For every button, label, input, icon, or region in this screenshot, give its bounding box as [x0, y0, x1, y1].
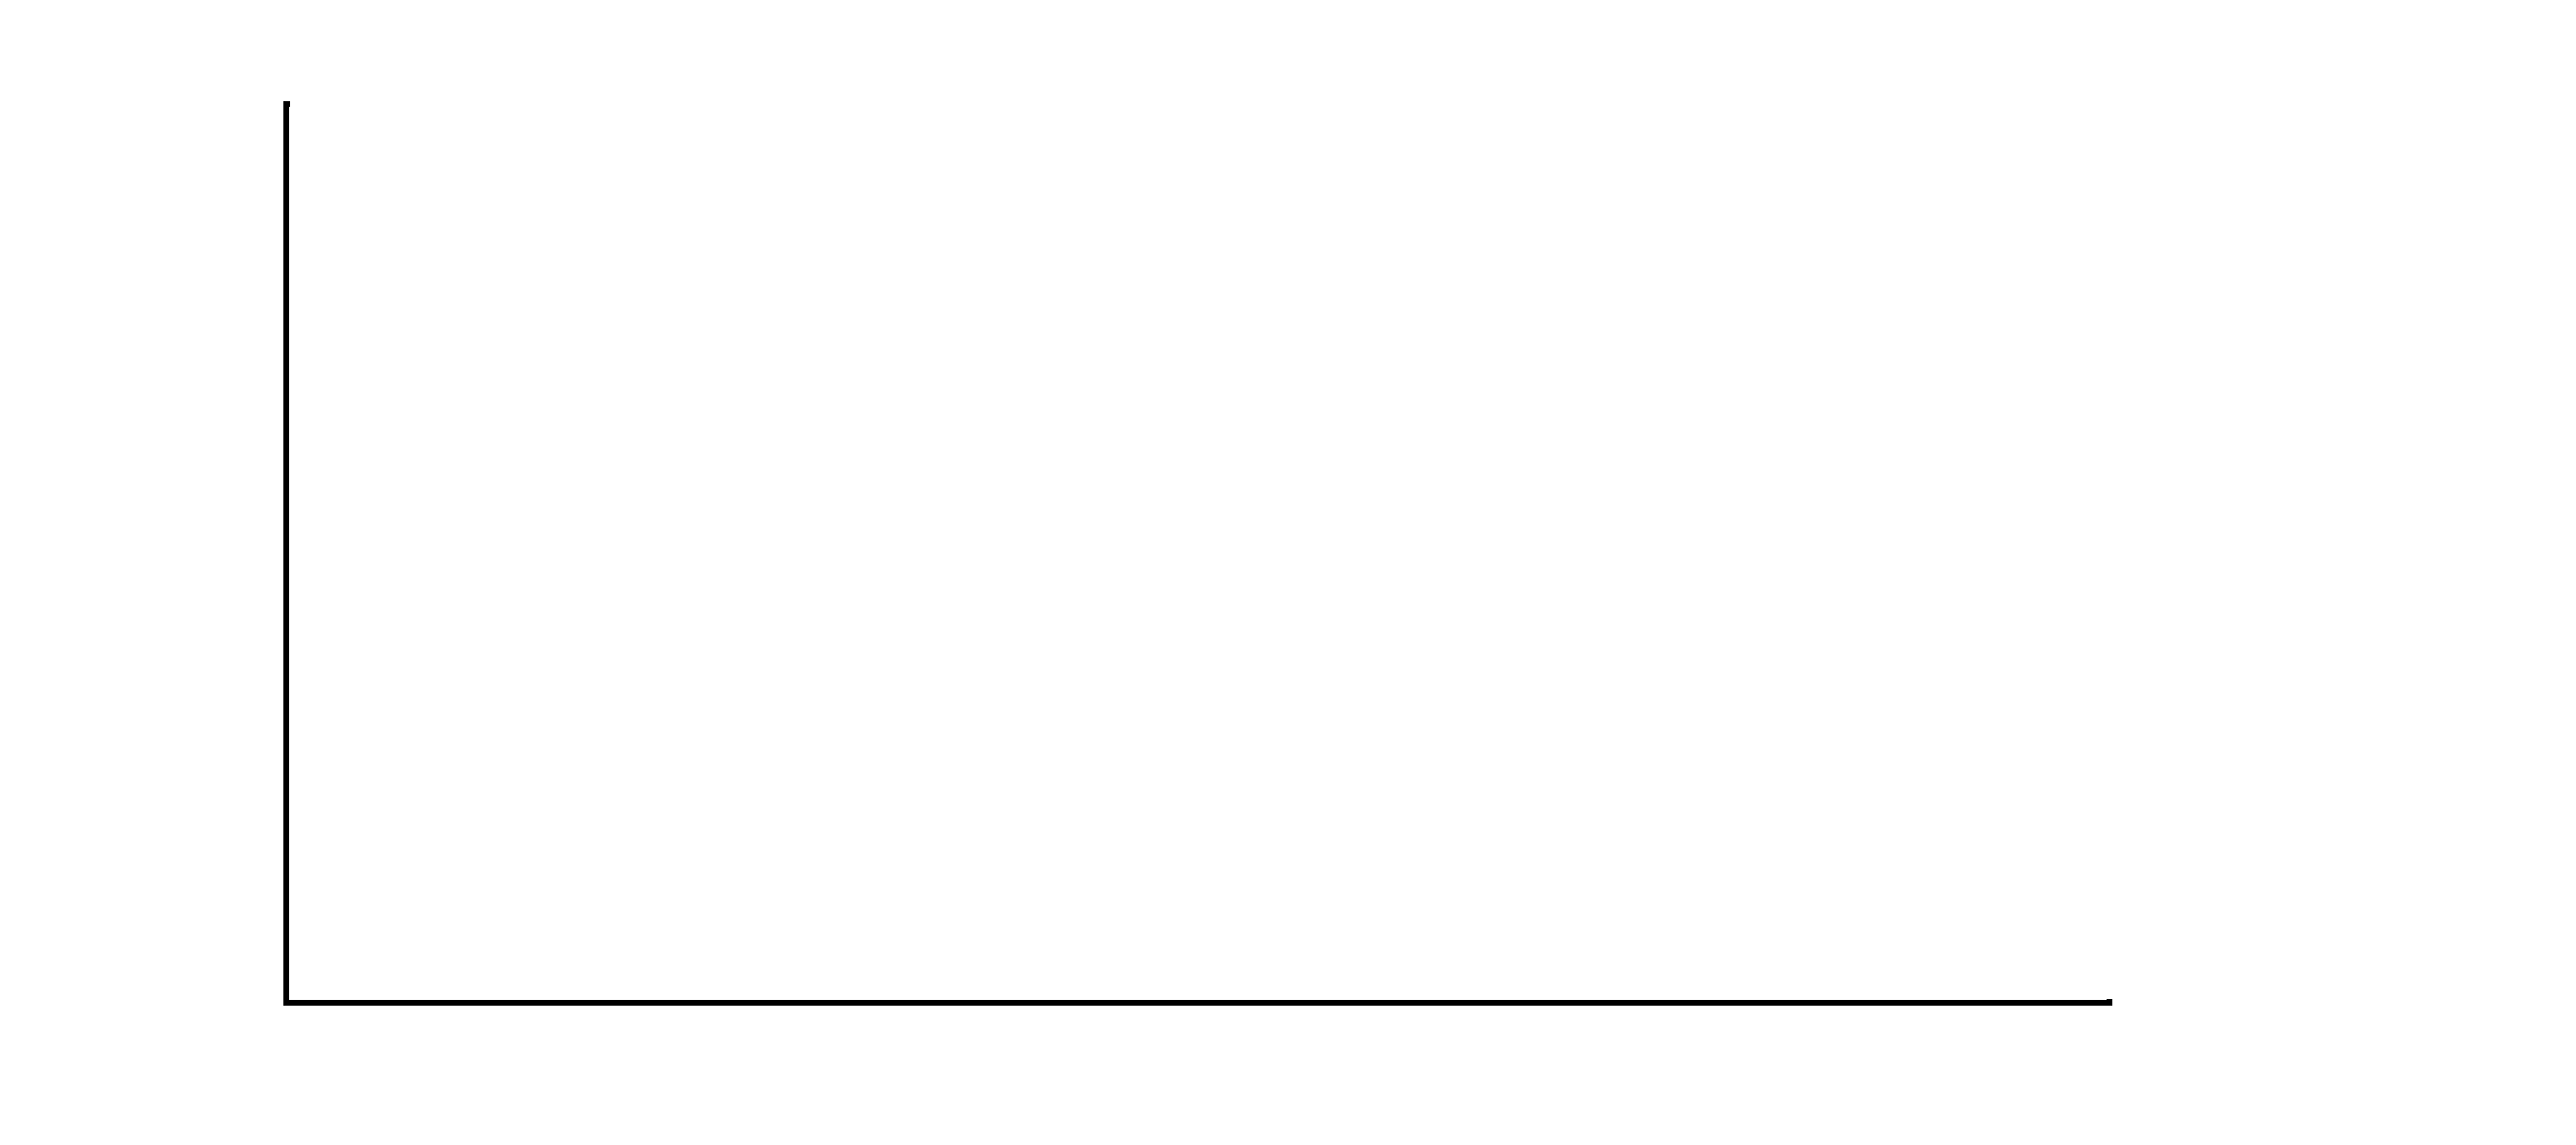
plot-background	[289, 107, 2107, 1000]
series-overlay	[289, 107, 2107, 1000]
x-axis-spine	[283, 999, 2112, 1006]
y-axis-spine	[283, 101, 290, 1006]
plot-area	[289, 107, 2107, 1000]
